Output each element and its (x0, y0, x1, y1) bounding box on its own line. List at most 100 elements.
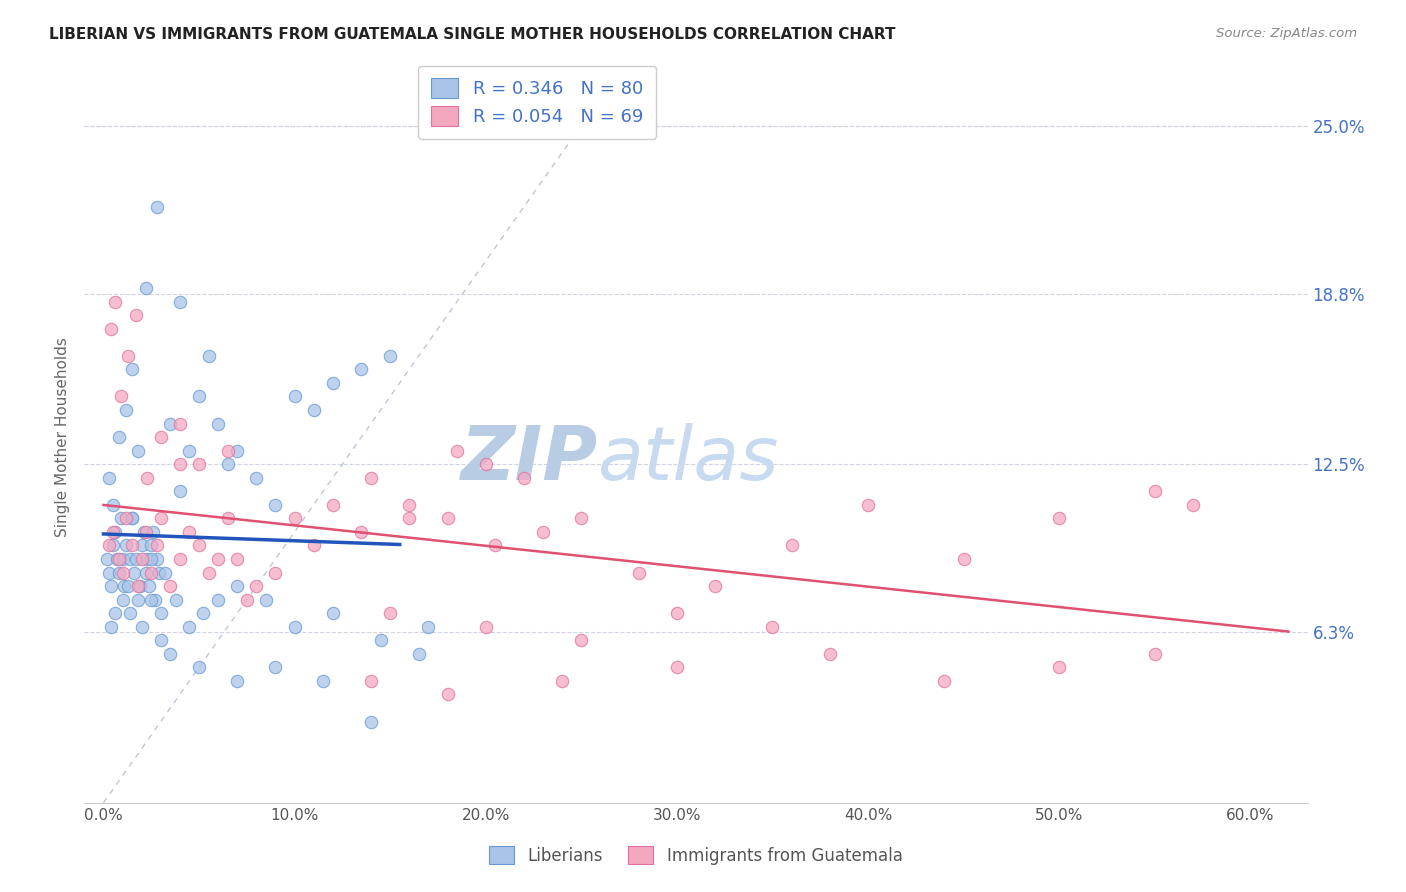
Point (169, 457, 191, 471)
Point (159, 417, 181, 431)
Point (398, 498, 420, 512)
Point (408, 647, 430, 661)
Point (236, 592, 259, 607)
Point (284, 620, 307, 634)
Point (302, 538, 325, 552)
Point (100, 322, 122, 336)
Point (436, 688, 458, 702)
Point (226, 673, 249, 688)
Point (226, 443, 249, 458)
Point (169, 417, 191, 431)
Point (207, 417, 229, 431)
Point (127, 592, 149, 607)
Point (104, 524, 127, 539)
Point (115, 403, 138, 417)
Point (100, 579, 122, 593)
Point (484, 538, 506, 552)
Point (107, 430, 129, 444)
Point (207, 592, 229, 607)
Point (322, 606, 344, 620)
Point (114, 579, 136, 593)
Point (98, 566, 121, 580)
Point (115, 538, 138, 552)
Point (436, 511, 458, 525)
Point (360, 471, 382, 485)
Point (120, 552, 142, 566)
Text: LIBERIAN VS IMMIGRANTS FROM GUATEMALA SINGLE MOTHER HOUSEHOLDS CORRELATION CHART: LIBERIAN VS IMMIGRANTS FROM GUATEMALA SI… (49, 27, 896, 42)
Point (380, 349, 402, 363)
Point (1143, 647, 1166, 661)
Point (146, 200, 169, 214)
Point (125, 308, 148, 322)
Point (121, 511, 143, 525)
Point (115, 511, 138, 525)
Point (98, 538, 121, 552)
Point (135, 281, 157, 295)
Point (350, 524, 373, 539)
Point (121, 511, 143, 525)
Point (141, 552, 163, 566)
Point (104, 294, 127, 309)
Point (105, 552, 128, 566)
Point (111, 566, 134, 580)
Point (569, 511, 592, 525)
Point (312, 673, 335, 688)
Point (207, 552, 229, 566)
Point (197, 349, 219, 363)
Point (127, 579, 149, 593)
Point (107, 566, 129, 580)
Point (169, 552, 191, 566)
Point (142, 524, 165, 539)
Point (952, 552, 974, 566)
Point (350, 362, 373, 376)
Point (111, 592, 134, 607)
Point (135, 524, 157, 539)
Point (110, 511, 132, 525)
Point (1047, 660, 1070, 674)
Point (226, 552, 249, 566)
Point (111, 552, 134, 566)
Point (136, 471, 159, 485)
Point (665, 606, 688, 620)
Point (818, 647, 841, 661)
Y-axis label: Single Mother Households: Single Mother Households (55, 337, 70, 537)
Point (513, 471, 536, 485)
Point (197, 566, 219, 580)
Point (217, 511, 239, 525)
Point (148, 566, 170, 580)
Point (360, 714, 382, 729)
Point (131, 620, 153, 634)
Point (146, 538, 169, 552)
Text: ZIP: ZIP (461, 423, 598, 496)
Point (127, 443, 149, 458)
Point (159, 579, 181, 593)
Point (128, 579, 150, 593)
Point (418, 620, 440, 634)
Point (474, 620, 496, 634)
Point (360, 673, 382, 688)
Point (569, 633, 592, 648)
Point (179, 524, 201, 539)
Point (117, 349, 139, 363)
Point (254, 592, 277, 607)
Point (146, 552, 169, 566)
Point (322, 376, 344, 390)
Point (370, 633, 392, 648)
Point (104, 606, 127, 620)
Point (226, 579, 249, 593)
Text: Source: ZipAtlas.com: Source: ZipAtlas.com (1216, 27, 1357, 40)
Point (551, 673, 574, 688)
Point (136, 552, 159, 566)
Point (780, 538, 803, 552)
Point (131, 538, 153, 552)
Point (101, 538, 124, 552)
Point (138, 579, 160, 593)
Point (264, 566, 287, 580)
Point (284, 511, 307, 525)
Point (153, 566, 176, 580)
Point (121, 362, 143, 376)
Point (149, 430, 172, 444)
Point (179, 443, 201, 458)
Point (217, 457, 239, 471)
Point (531, 524, 554, 539)
